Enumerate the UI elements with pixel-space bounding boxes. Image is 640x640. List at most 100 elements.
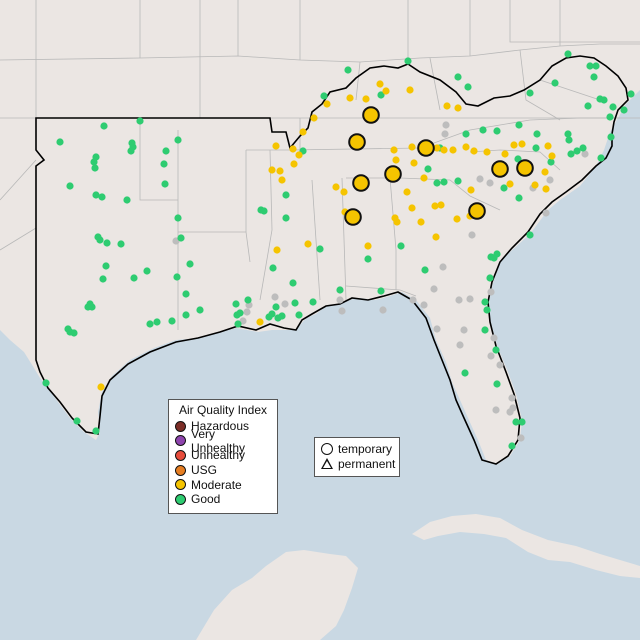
- good-monitor-marker[interactable]: [316, 245, 324, 253]
- moderate-monitor-marker[interactable]: [278, 176, 286, 184]
- no-data-monitor-marker[interactable]: [468, 231, 476, 239]
- good-monitor-marker[interactable]: [309, 298, 317, 306]
- good-monitor-marker[interactable]: [586, 62, 594, 70]
- good-monitor-marker[interactable]: [515, 194, 523, 202]
- moderate-monitor-marker[interactable]: [406, 86, 414, 94]
- good-monitor-marker[interactable]: [174, 136, 182, 144]
- large-moderate-monitor-marker[interactable]: [491, 160, 509, 178]
- large-moderate-monitor-marker[interactable]: [348, 133, 366, 151]
- large-moderate-monitor-marker[interactable]: [362, 106, 380, 124]
- good-monitor-marker[interactable]: [607, 133, 615, 141]
- good-monitor-marker[interactable]: [512, 418, 520, 426]
- good-monitor-marker[interactable]: [100, 122, 108, 130]
- moderate-monitor-marker[interactable]: [382, 87, 390, 95]
- good-monitor-marker[interactable]: [492, 346, 500, 354]
- good-monitor-marker[interactable]: [236, 309, 244, 317]
- good-monitor-marker[interactable]: [269, 264, 277, 272]
- good-monitor-marker[interactable]: [161, 180, 169, 188]
- good-monitor-marker[interactable]: [177, 234, 185, 242]
- good-monitor-marker[interactable]: [196, 306, 204, 314]
- good-monitor-marker[interactable]: [173, 273, 181, 281]
- moderate-monitor-marker[interactable]: [483, 148, 491, 156]
- moderate-monitor-marker[interactable]: [437, 201, 445, 209]
- good-monitor-marker[interactable]: [515, 121, 523, 129]
- moderate-monitor-marker[interactable]: [340, 188, 348, 196]
- good-monitor-marker[interactable]: [289, 279, 297, 287]
- good-monitor-marker[interactable]: [73, 417, 81, 425]
- no-data-monitor-marker[interactable]: [271, 293, 279, 301]
- good-monitor-marker[interactable]: [90, 158, 98, 166]
- moderate-monitor-marker[interactable]: [544, 142, 552, 150]
- good-monitor-marker[interactable]: [606, 113, 614, 121]
- moderate-monitor-marker[interactable]: [420, 174, 428, 182]
- good-monitor-marker[interactable]: [129, 143, 137, 151]
- moderate-monitor-marker[interactable]: [390, 146, 398, 154]
- moderate-monitor-marker[interactable]: [362, 95, 370, 103]
- good-monitor-marker[interactable]: [320, 92, 328, 100]
- moderate-monitor-marker[interactable]: [97, 383, 105, 391]
- good-monitor-marker[interactable]: [130, 274, 138, 282]
- moderate-monitor-marker[interactable]: [273, 246, 281, 254]
- moderate-monitor-marker[interactable]: [289, 145, 297, 153]
- good-monitor-marker[interactable]: [461, 369, 469, 377]
- good-monitor-marker[interactable]: [88, 303, 96, 311]
- good-monitor-marker[interactable]: [291, 299, 299, 307]
- good-monitor-marker[interactable]: [551, 79, 559, 87]
- good-monitor-marker[interactable]: [592, 62, 600, 70]
- good-monitor-marker[interactable]: [160, 160, 168, 168]
- moderate-monitor-marker[interactable]: [304, 240, 312, 248]
- good-monitor-marker[interactable]: [66, 328, 74, 336]
- good-monitor-marker[interactable]: [102, 262, 110, 270]
- moderate-monitor-marker[interactable]: [541, 168, 549, 176]
- good-monitor-marker[interactable]: [573, 147, 581, 155]
- good-monitor-marker[interactable]: [547, 158, 555, 166]
- moderate-monitor-marker[interactable]: [276, 167, 284, 175]
- large-moderate-monitor-marker[interactable]: [344, 208, 362, 226]
- good-monitor-marker[interactable]: [260, 207, 268, 215]
- moderate-monitor-marker[interactable]: [431, 202, 439, 210]
- good-monitor-marker[interactable]: [464, 83, 472, 91]
- moderate-monitor-marker[interactable]: [417, 218, 425, 226]
- no-data-monitor-marker[interactable]: [455, 296, 463, 304]
- moderate-monitor-marker[interactable]: [467, 186, 475, 194]
- no-data-monitor-marker[interactable]: [476, 175, 484, 183]
- moderate-monitor-marker[interactable]: [393, 218, 401, 226]
- good-monitor-marker[interactable]: [162, 147, 170, 155]
- good-monitor-marker[interactable]: [91, 164, 99, 172]
- good-monitor-marker[interactable]: [532, 144, 540, 152]
- moderate-monitor-marker[interactable]: [506, 180, 514, 188]
- moderate-monitor-marker[interactable]: [364, 242, 372, 250]
- good-monitor-marker[interactable]: [66, 182, 74, 190]
- good-monitor-marker[interactable]: [479, 126, 487, 134]
- good-monitor-marker[interactable]: [486, 274, 494, 282]
- good-monitor-marker[interactable]: [182, 311, 190, 319]
- good-monitor-marker[interactable]: [600, 96, 608, 104]
- good-monitor-marker[interactable]: [493, 127, 501, 135]
- no-data-monitor-marker[interactable]: [496, 361, 504, 369]
- large-moderate-monitor-marker[interactable]: [384, 165, 402, 183]
- no-data-monitor-marker[interactable]: [243, 308, 251, 316]
- moderate-monitor-marker[interactable]: [408, 204, 416, 212]
- moderate-monitor-marker[interactable]: [454, 104, 462, 112]
- no-data-monitor-marker[interactable]: [508, 394, 516, 402]
- moderate-monitor-marker[interactable]: [376, 80, 384, 88]
- moderate-monitor-marker[interactable]: [531, 181, 539, 189]
- good-monitor-marker[interactable]: [336, 286, 344, 294]
- no-data-monitor-marker[interactable]: [487, 352, 495, 360]
- moderate-monitor-marker[interactable]: [501, 150, 509, 158]
- good-monitor-marker[interactable]: [627, 90, 635, 98]
- good-monitor-marker[interactable]: [143, 267, 151, 275]
- good-monitor-marker[interactable]: [282, 214, 290, 222]
- moderate-monitor-marker[interactable]: [432, 233, 440, 241]
- good-monitor-marker[interactable]: [146, 320, 154, 328]
- good-monitor-marker[interactable]: [232, 300, 240, 308]
- good-monitor-marker[interactable]: [98, 193, 106, 201]
- good-monitor-marker[interactable]: [483, 306, 491, 314]
- moderate-monitor-marker[interactable]: [433, 144, 441, 152]
- moderate-monitor-marker[interactable]: [403, 188, 411, 196]
- moderate-monitor-marker[interactable]: [510, 141, 518, 149]
- good-monitor-marker[interactable]: [265, 313, 273, 321]
- no-data-monitor-marker[interactable]: [430, 285, 438, 293]
- no-data-monitor-marker[interactable]: [456, 341, 464, 349]
